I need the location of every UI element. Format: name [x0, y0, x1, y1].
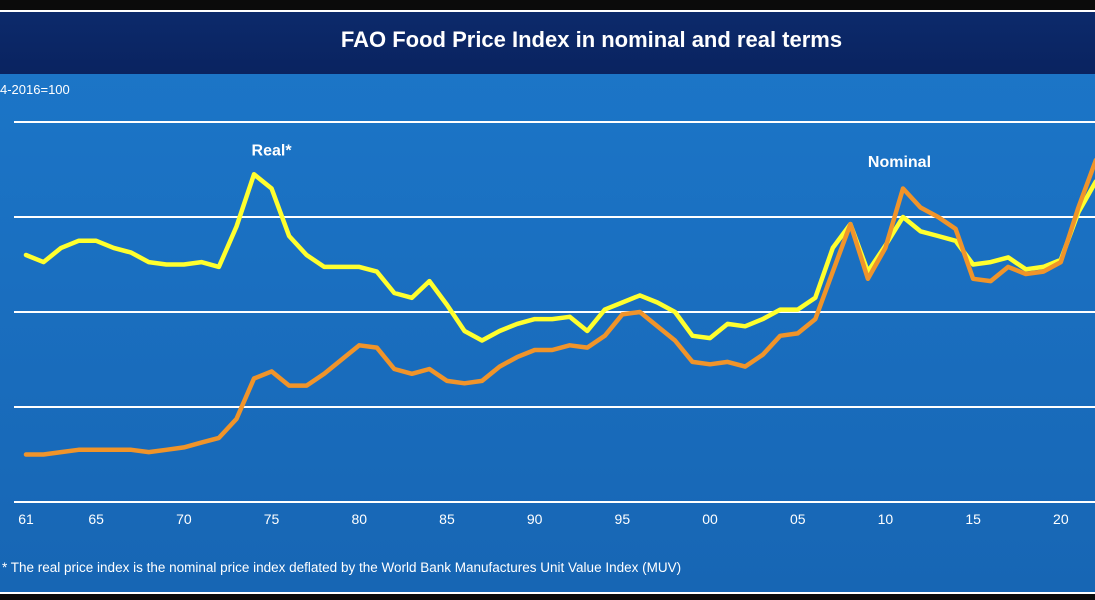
x-tick-label: 85 — [439, 511, 455, 527]
x-tick-label: 10 — [878, 511, 894, 527]
x-tick-label: 20 — [1053, 511, 1069, 527]
chart-frame: FAO Food Price Index in nominal and real… — [0, 10, 1095, 594]
y-axis-unit-label: 4-2016=100 — [0, 82, 70, 97]
series-label-real: Real* — [252, 142, 293, 159]
footnote: * The real price index is the nominal pr… — [2, 560, 682, 575]
x-tick-label: 70 — [176, 511, 192, 527]
series-line-nominal — [23, 157, 1095, 457]
series-labels: Real* Nominal — [252, 142, 931, 171]
series-line-real — [23, 172, 1095, 343]
gridlines — [14, 121, 1095, 503]
x-tick-label: 65 — [88, 511, 104, 527]
series-label-nominal: Nominal — [868, 154, 931, 171]
x-tick-label: 75 — [264, 511, 280, 527]
x-tick-label: 95 — [615, 511, 631, 527]
x-tick-label: 61 — [18, 511, 34, 527]
series-lines — [23, 157, 1095, 457]
line-chart: 61 65 70 75 80 85 90 95 00 05 10 15 20 Real* Nominal — [14, 121, 1095, 527]
x-tick-label: 15 — [965, 511, 981, 527]
title-bar: FAO Food Price Index in nominal and real… — [0, 12, 1095, 74]
x-tick-label: 90 — [527, 511, 543, 527]
x-tick-label: 80 — [351, 511, 367, 527]
chart-title: FAO Food Price Index in nominal and real… — [340, 27, 843, 52]
x-tick-label: 00 — [702, 511, 718, 527]
x-tick-label: 05 — [790, 511, 806, 527]
x-axis-ticks: 61 65 70 75 80 85 90 95 00 05 10 15 20 — [18, 511, 1069, 527]
